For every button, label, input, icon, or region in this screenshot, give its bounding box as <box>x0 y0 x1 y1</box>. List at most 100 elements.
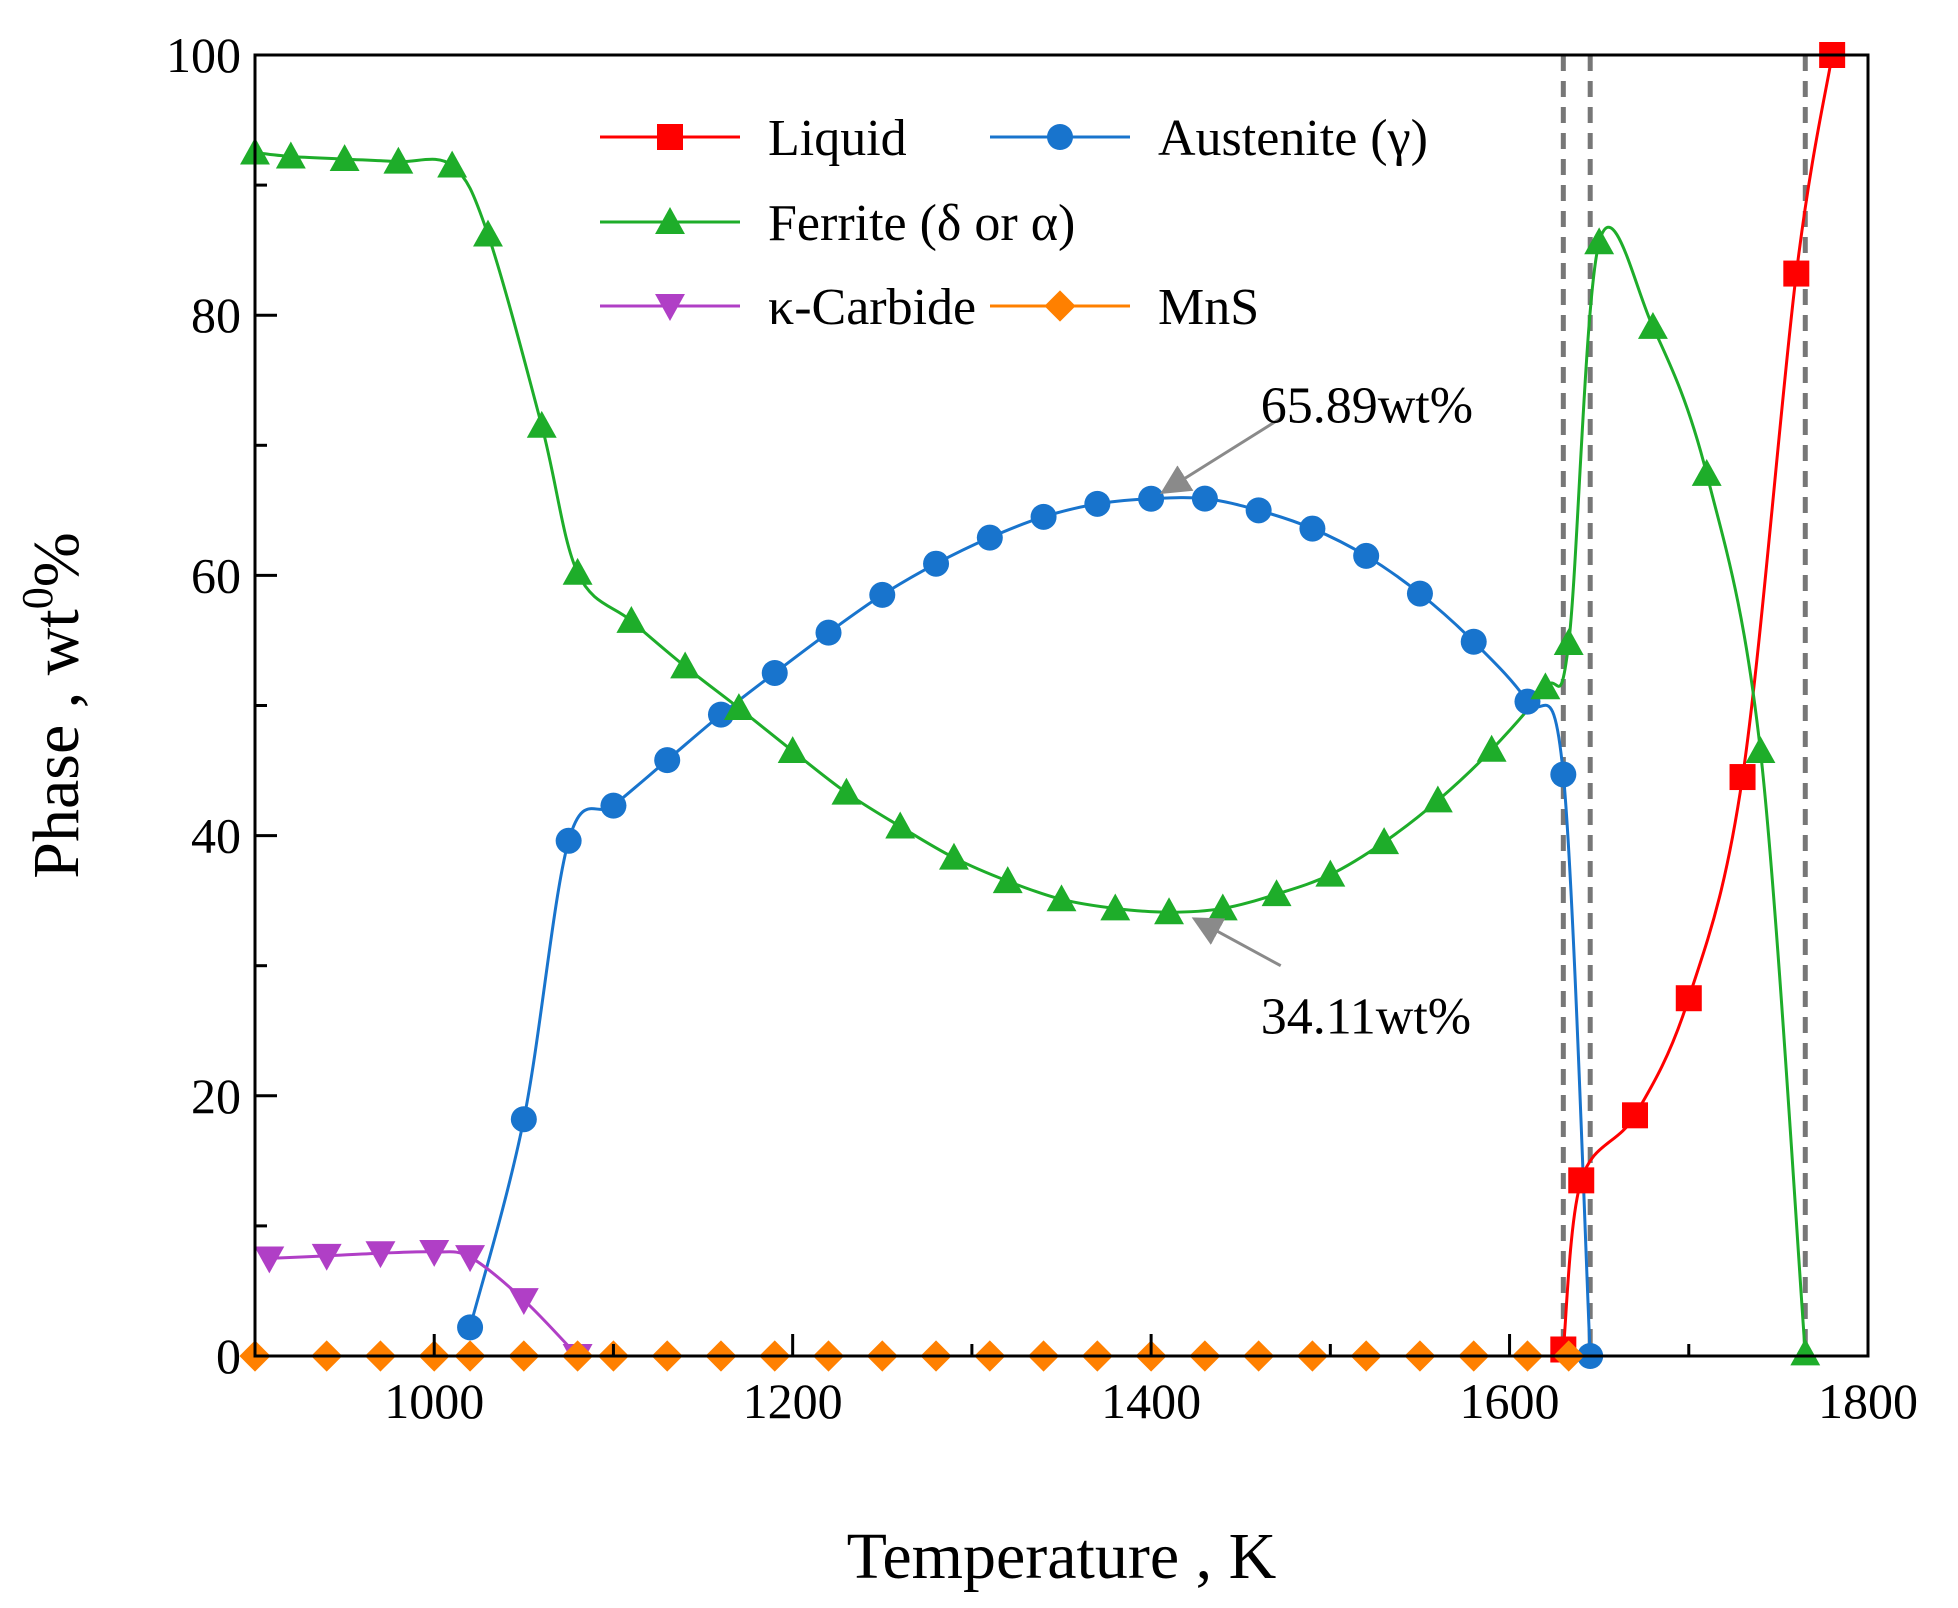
data-point-liquid <box>1622 1102 1649 1129</box>
x-tick-label: 1600 <box>1460 1373 1560 1429</box>
data-point-ferrite-or <box>1637 311 1668 339</box>
data-point-carbide <box>455 1245 486 1273</box>
data-point-ferrite-or <box>1369 827 1400 855</box>
data-point-austenite <box>1353 542 1380 569</box>
data-point-ferrite-or <box>473 219 503 247</box>
data-point-ferrite-or <box>437 150 468 178</box>
y-tick-label: 80 <box>191 287 241 343</box>
data-point-ferrite-or <box>275 141 306 169</box>
annotation-arrow-1 <box>1160 416 1282 494</box>
x-tick-label: 1000 <box>384 1373 484 1429</box>
legend-marker-mns <box>1044 290 1076 322</box>
data-point-liquid <box>1729 764 1756 791</box>
data-point-ferrite-or <box>562 557 593 585</box>
data-point-ferrite-or <box>1315 859 1346 887</box>
data-point-austenite <box>600 792 627 819</box>
data-point-carbide <box>419 1239 450 1267</box>
axis-tick-labels: 1000 1200 1400 1600 1800 0 20 40 60 80 100 <box>166 27 1918 1429</box>
data-point-ferrite-or <box>1261 879 1292 907</box>
data-point-ferrite-or <box>1790 1338 1821 1366</box>
x-tick-label: 1800 <box>1818 1373 1918 1429</box>
y-tick-label: 40 <box>191 808 241 864</box>
data-point-ferrite-or <box>1530 672 1561 700</box>
data-point-ferrite-or <box>329 144 360 172</box>
series-markers <box>239 42 1846 1372</box>
data-point-ferrite-or <box>831 777 862 805</box>
y-tick-label: 20 <box>191 1068 241 1124</box>
data-point-austenite <box>1030 503 1057 530</box>
data-point-carbide <box>254 1246 285 1274</box>
legend-label-mns: MnS <box>1158 279 1259 336</box>
data-point-austenite <box>510 1106 537 1133</box>
data-point-ferrite-or <box>383 146 414 174</box>
data-point-austenite <box>707 701 734 728</box>
data-point-austenite <box>1406 580 1433 607</box>
legend-label-liquid: Liquid <box>768 110 907 167</box>
data-point-ferrite-or <box>1584 227 1615 255</box>
data-point-liquid <box>1783 260 1810 287</box>
y-axis-title-main: Phase , wt <box>20 609 93 878</box>
x-axis-title: Temperature , K <box>847 1520 1277 1593</box>
y-tick-label: 100 <box>166 27 241 83</box>
data-point-carbide <box>365 1241 396 1269</box>
data-point-ferrite-or <box>616 605 647 633</box>
legend-label-carbide: κ-Carbide <box>768 279 976 336</box>
data-point-austenite <box>976 524 1003 551</box>
data-point-ferrite-or <box>670 651 701 679</box>
data-point-austenite <box>457 1314 484 1341</box>
data-point-austenite <box>761 659 788 686</box>
axis-ticks <box>253 53 1870 1358</box>
y-axis-title-suffix: % <box>20 532 93 587</box>
data-point-austenite <box>1460 628 1487 655</box>
data-point-austenite <box>654 747 681 774</box>
annotation-arrow-2 <box>1191 917 1282 968</box>
annotation-label-2: 34.11wt% <box>1261 989 1471 1046</box>
data-point-ferrite-or <box>1422 785 1453 813</box>
data-point-ferrite-or <box>1207 893 1238 921</box>
legend: Liquid Austenite (γ) Ferrite (δ or α) κ-Car… <box>600 110 1428 336</box>
legend-marker-liquid <box>657 124 683 150</box>
data-point-ferrite-or <box>885 811 916 839</box>
legend-label-ferrite-or: Ferrite (δ or α) <box>768 195 1075 252</box>
series-line-ferrite-or <box>254 151 1807 1354</box>
annotation-label-1: 65.89wt% <box>1261 377 1473 434</box>
y-axis-title-superscript: 0 <box>13 587 62 609</box>
data-point-ferrite-or <box>1100 893 1131 921</box>
data-point-ferrite-or <box>1046 884 1077 912</box>
legend-marker-ferrite-or <box>655 207 685 234</box>
x-tick-label: 1200 <box>743 1373 843 1429</box>
data-point-ferrite-or <box>723 693 754 721</box>
data-point-ferrite-or <box>1476 734 1507 762</box>
data-point-ferrite-or <box>1553 628 1584 656</box>
data-point-austenite <box>1084 490 1111 517</box>
data-point-ferrite-or <box>526 410 557 438</box>
data-point-liquid <box>1675 985 1702 1012</box>
data-point-ferrite-or <box>1154 897 1184 925</box>
data-point-ferrite-or <box>777 736 808 763</box>
data-point-ferrite-or <box>939 842 969 870</box>
data-point-austenite <box>815 619 842 646</box>
data-point-austenite <box>1138 485 1165 512</box>
x-tick-label: 1400 <box>1101 1373 1201 1429</box>
data-point-austenite <box>1299 515 1326 542</box>
data-point-austenite <box>1191 485 1218 512</box>
data-point-carbide <box>508 1288 539 1316</box>
data-point-ferrite-or <box>992 866 1023 894</box>
legend-label-austenite: Austenite (γ) <box>1158 110 1428 167</box>
data-point-carbide <box>311 1243 342 1271</box>
y-tick-label: 0 <box>216 1328 241 1384</box>
data-point-austenite <box>555 827 582 854</box>
legend-marker-austenite <box>1047 124 1073 150</box>
series-line-carbide <box>269 1250 579 1358</box>
y-tick-label: 60 <box>191 547 241 603</box>
data-point-austenite <box>1550 761 1577 788</box>
legend-marker-carbide <box>655 294 685 321</box>
data-point-ferrite-or <box>1745 736 1776 763</box>
data-point-austenite <box>1245 497 1272 524</box>
data-point-liquid <box>1568 1167 1595 1194</box>
data-point-ferrite-or <box>1691 458 1722 486</box>
annotations: 65.89wt% 34.11wt% <box>1160 377 1473 1046</box>
y-axis-title: Phase , wt0% <box>13 532 93 878</box>
data-point-austenite <box>869 581 896 608</box>
